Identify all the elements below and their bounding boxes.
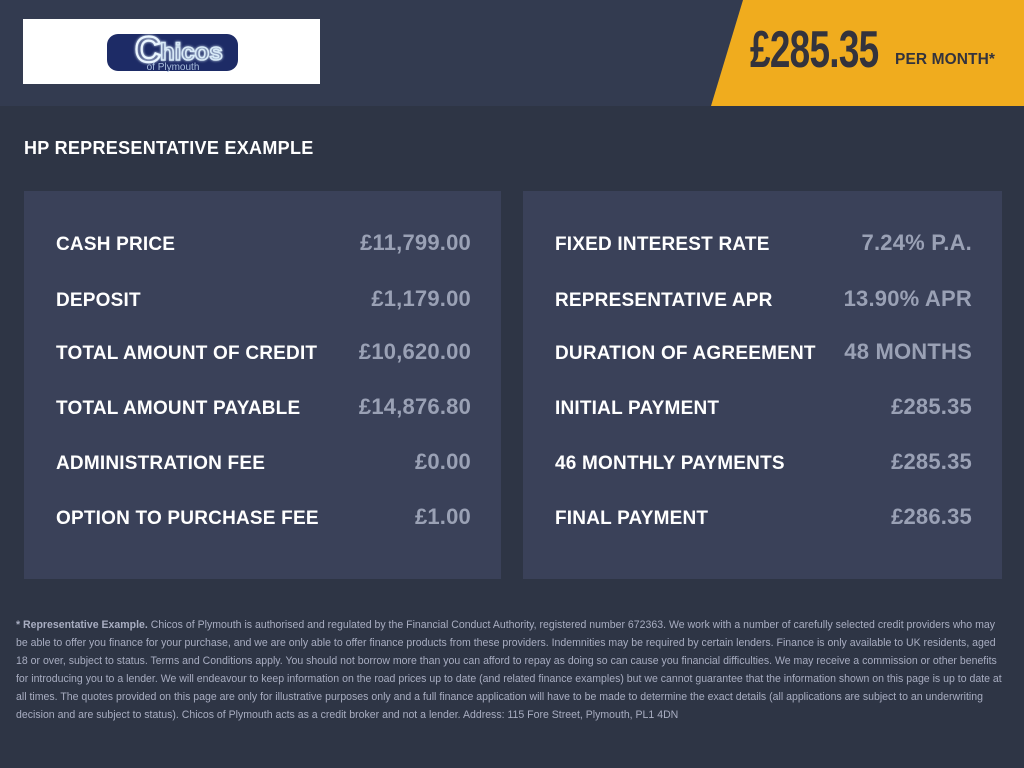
- svg-text:of Plymouth: of Plymouth: [147, 62, 200, 73]
